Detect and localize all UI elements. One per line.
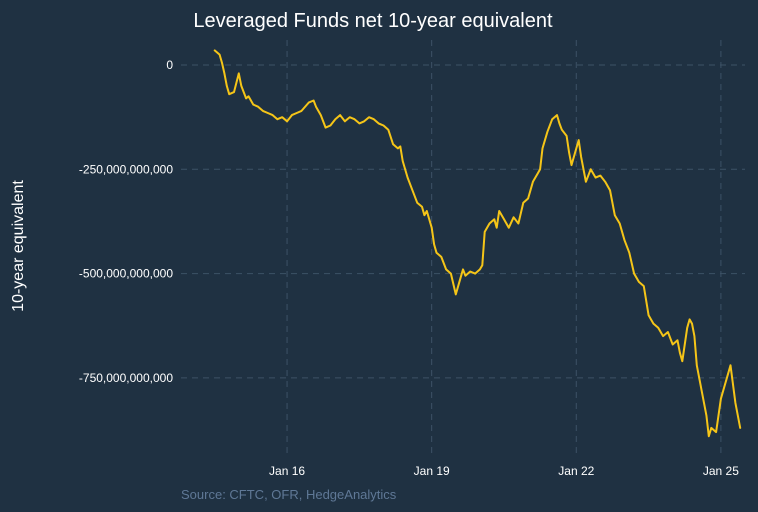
x-tick-label: Jan 22 (558, 464, 594, 478)
x-tick-label: Jan 16 (269, 464, 305, 478)
x-axis-ticks: Jan 16 Jan 19 Jan 22 Jan 25 (269, 464, 739, 478)
y-axis-ticks: 0 -250,000,000,000 -500,000,000,000 -750,00… (79, 58, 173, 385)
y-tick-label: -250,000,000,000 (79, 162, 173, 176)
y-tick-label: 0 (166, 58, 173, 72)
series-layer (213, 49, 742, 438)
y-axis-label: 10-year equivalent (10, 180, 27, 312)
source-note: Source: CFTC, OFR, HedgeAnalytics (181, 487, 397, 502)
y-tick-label: -750,000,000,000 (79, 371, 173, 385)
series-line (213, 49, 742, 438)
gridlines (181, 40, 745, 455)
x-tick-label: Jan 25 (703, 464, 739, 478)
chart-title: Leveraged Funds net 10-year equivalent (193, 10, 553, 32)
y-tick-label: -500,000,000,000 (79, 267, 173, 281)
x-tick-label: Jan 19 (414, 464, 450, 478)
